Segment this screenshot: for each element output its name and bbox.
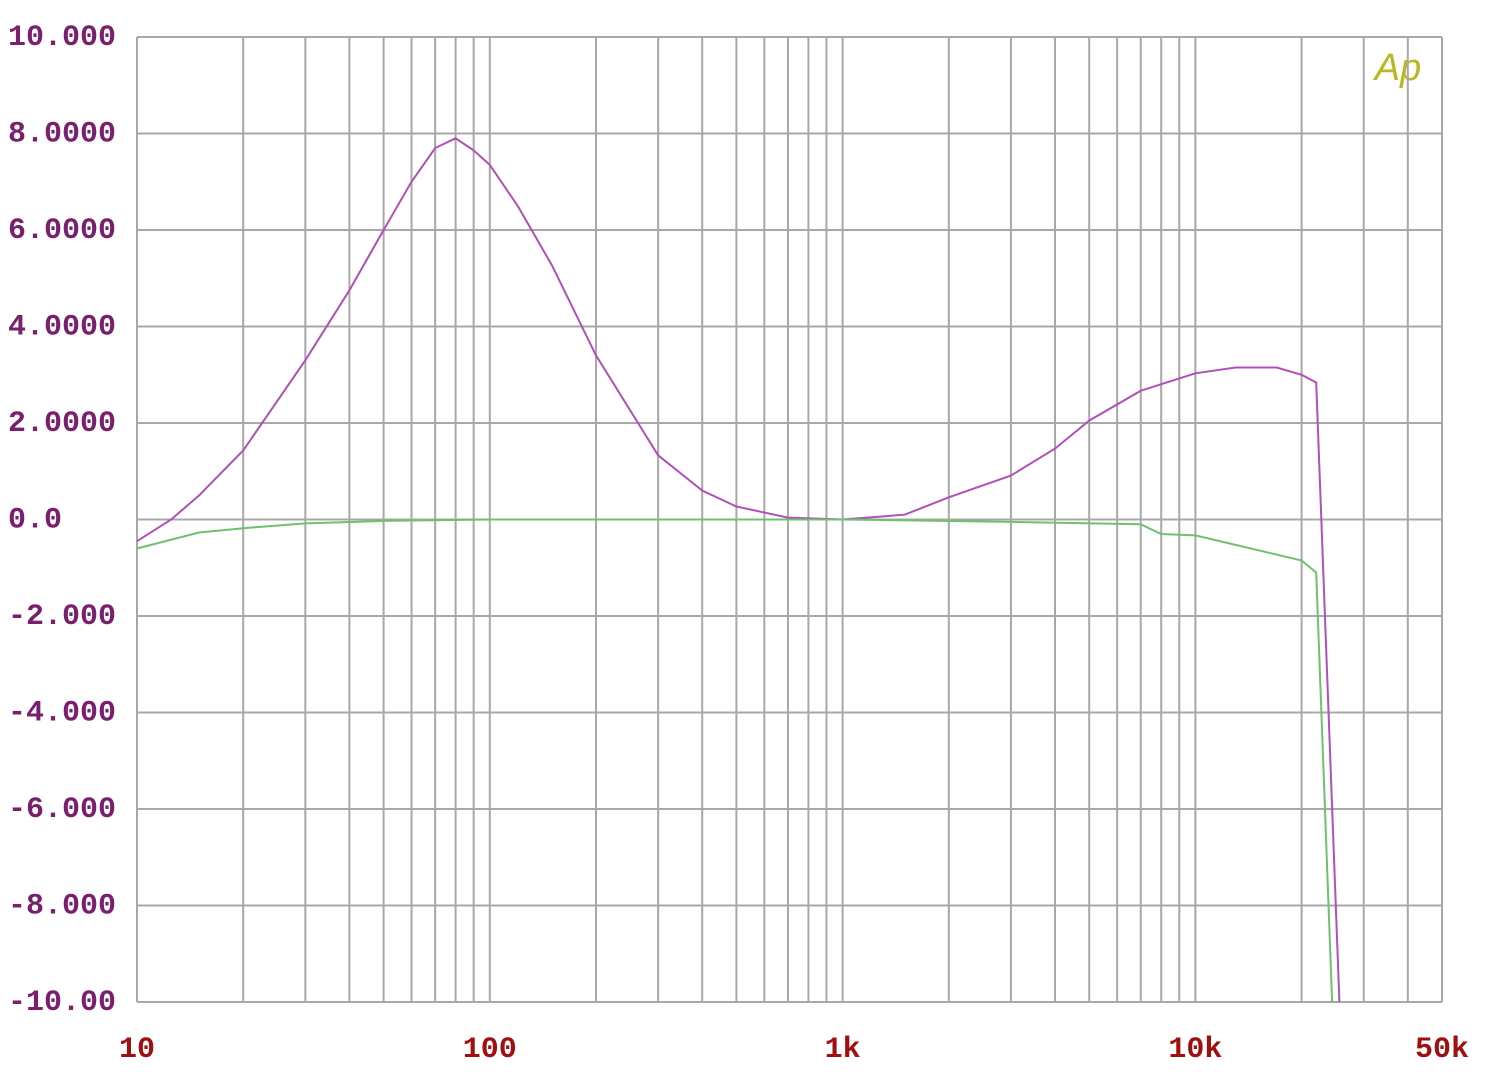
x-tick-label: 10: [119, 1033, 155, 1067]
x-tick-label: 100: [463, 1033, 517, 1067]
logo: Ap: [1373, 47, 1421, 89]
x-tick-label: 1k: [825, 1033, 861, 1067]
y-tick-label: 10.000: [8, 21, 116, 55]
y-tick-label: -8.000: [8, 889, 116, 923]
series-line: [136, 137, 1341, 1003]
x-tick-label: 10k: [1168, 1033, 1222, 1067]
y-tick-label: -6.000: [8, 793, 116, 827]
y-tick-label: -10.00: [8, 986, 116, 1020]
series-line: [136, 518, 1334, 1003]
y-tick-label: -4.000: [8, 696, 116, 730]
y-tick-label: 2.0000: [8, 407, 116, 441]
x-tick-label: 50k: [1415, 1033, 1469, 1067]
y-tick-label: -2.000: [8, 600, 116, 634]
y-tick-label: 6.0000: [8, 214, 116, 248]
y-tick-label: 4.0000: [8, 310, 116, 344]
y-tick-label: 0.0: [8, 503, 62, 537]
y-tick-label: 8.0000: [8, 117, 116, 151]
